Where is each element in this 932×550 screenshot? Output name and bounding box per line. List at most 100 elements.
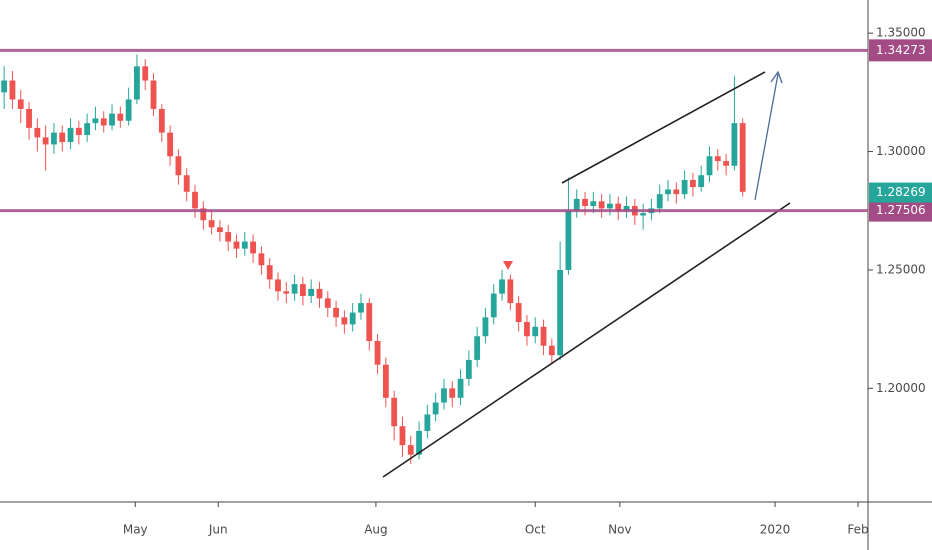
candle-body — [565, 210, 572, 270]
projection-arrow — [754, 73, 779, 201]
candle-body — [457, 378, 464, 398]
last-price-label: 1.28269 — [869, 182, 932, 203]
candle-body — [84, 123, 91, 135]
candle-body — [17, 99, 24, 109]
plot — [1, 54, 746, 465]
candle-body — [26, 108, 32, 128]
y-tick-label: 1.30000 — [876, 144, 926, 158]
candle-body — [474, 336, 481, 360]
candle-body — [42, 137, 49, 145]
level-label: 1.27506 — [869, 199, 932, 222]
candle-body — [142, 66, 149, 81]
candle-body — [507, 279, 514, 304]
candle-body — [615, 203, 622, 211]
candle-body — [150, 80, 157, 109]
candle-body — [125, 99, 132, 121]
candle-body — [75, 127, 82, 135]
candle-body — [366, 303, 373, 341]
candle-body — [656, 194, 663, 209]
candle-body — [482, 317, 489, 337]
candle-body — [673, 189, 680, 195]
candle-body — [308, 288, 315, 296]
candle-body — [706, 156, 713, 176]
candle-body — [208, 220, 215, 228]
candle-body — [499, 279, 505, 294]
x-tick-label: Aug — [364, 523, 387, 537]
last-price-box — [869, 182, 932, 203]
candle-body — [233, 241, 240, 249]
candle-body — [399, 426, 406, 446]
candle-body — [607, 203, 613, 209]
candle-body — [515, 303, 522, 323]
candle-body — [524, 322, 530, 337]
candle-body — [1, 80, 8, 93]
candle-body — [449, 388, 456, 398]
lower-trendline — [382, 202, 791, 478]
candle-body — [225, 232, 232, 242]
candle-body — [441, 388, 447, 403]
candle-body — [258, 253, 265, 266]
candle-body — [67, 127, 74, 143]
y-tick-label: 1.25000 — [876, 262, 926, 276]
candle-body — [739, 123, 746, 192]
candle-body — [316, 288, 323, 299]
candle-body — [134, 66, 140, 100]
candle-body — [432, 402, 439, 415]
candle-body — [358, 303, 364, 313]
candle-body — [241, 241, 248, 249]
candle-body — [283, 291, 290, 294]
candle-body — [391, 397, 398, 427]
candle-body — [532, 326, 539, 337]
candle-body — [490, 293, 497, 318]
candle-body — [582, 198, 588, 207]
candle-body — [665, 189, 671, 195]
candle-body — [640, 213, 647, 216]
x-tick-label: 2020 — [760, 523, 791, 537]
candle-body — [192, 191, 198, 209]
candle-body — [690, 179, 696, 188]
candle-body — [299, 284, 306, 296]
x-tick-label: Nov — [608, 523, 631, 537]
x-tick-label: Oct — [525, 523, 546, 537]
candle-body — [590, 201, 597, 207]
candle-body — [623, 206, 630, 211]
last-price-text: 1.28269 — [876, 185, 926, 199]
level-label: 1.34273 — [869, 39, 932, 62]
candle-body — [714, 156, 721, 162]
candle-body — [291, 284, 298, 294]
candle-body — [158, 108, 165, 133]
level-label-box — [869, 39, 932, 62]
candle-body — [59, 132, 66, 143]
candle-body — [100, 118, 107, 126]
candle-body — [557, 269, 564, 356]
arrow-head — [770, 70, 783, 84]
candle-body — [349, 312, 356, 325]
level-label-text: 1.34273 — [876, 43, 926, 57]
candle-body — [573, 198, 580, 211]
candle-body — [200, 208, 207, 221]
candle-body — [9, 80, 16, 100]
candle-body — [407, 445, 414, 455]
candle-body — [681, 179, 688, 195]
candle-body — [266, 265, 273, 280]
candle-body — [167, 132, 174, 157]
candle-body — [424, 414, 431, 431]
candle-body — [731, 123, 738, 166]
candle-body — [324, 298, 331, 308]
candle-body — [51, 132, 57, 145]
candle-body — [598, 201, 605, 209]
candle-body — [540, 326, 547, 346]
candle-body — [698, 175, 705, 188]
candle-body — [548, 345, 555, 356]
x-tick-label: Feb — [847, 523, 868, 537]
candle-body — [217, 227, 223, 233]
level-label-text: 1.27506 — [876, 203, 926, 217]
candle-body — [341, 317, 348, 325]
candle-body — [723, 161, 730, 166]
x-tick-label: Jun — [208, 523, 228, 537]
candle-body — [34, 127, 41, 138]
y-tick-label: 1.35000 — [876, 26, 926, 40]
candle-body — [175, 156, 182, 176]
signal-marker — [503, 261, 513, 270]
